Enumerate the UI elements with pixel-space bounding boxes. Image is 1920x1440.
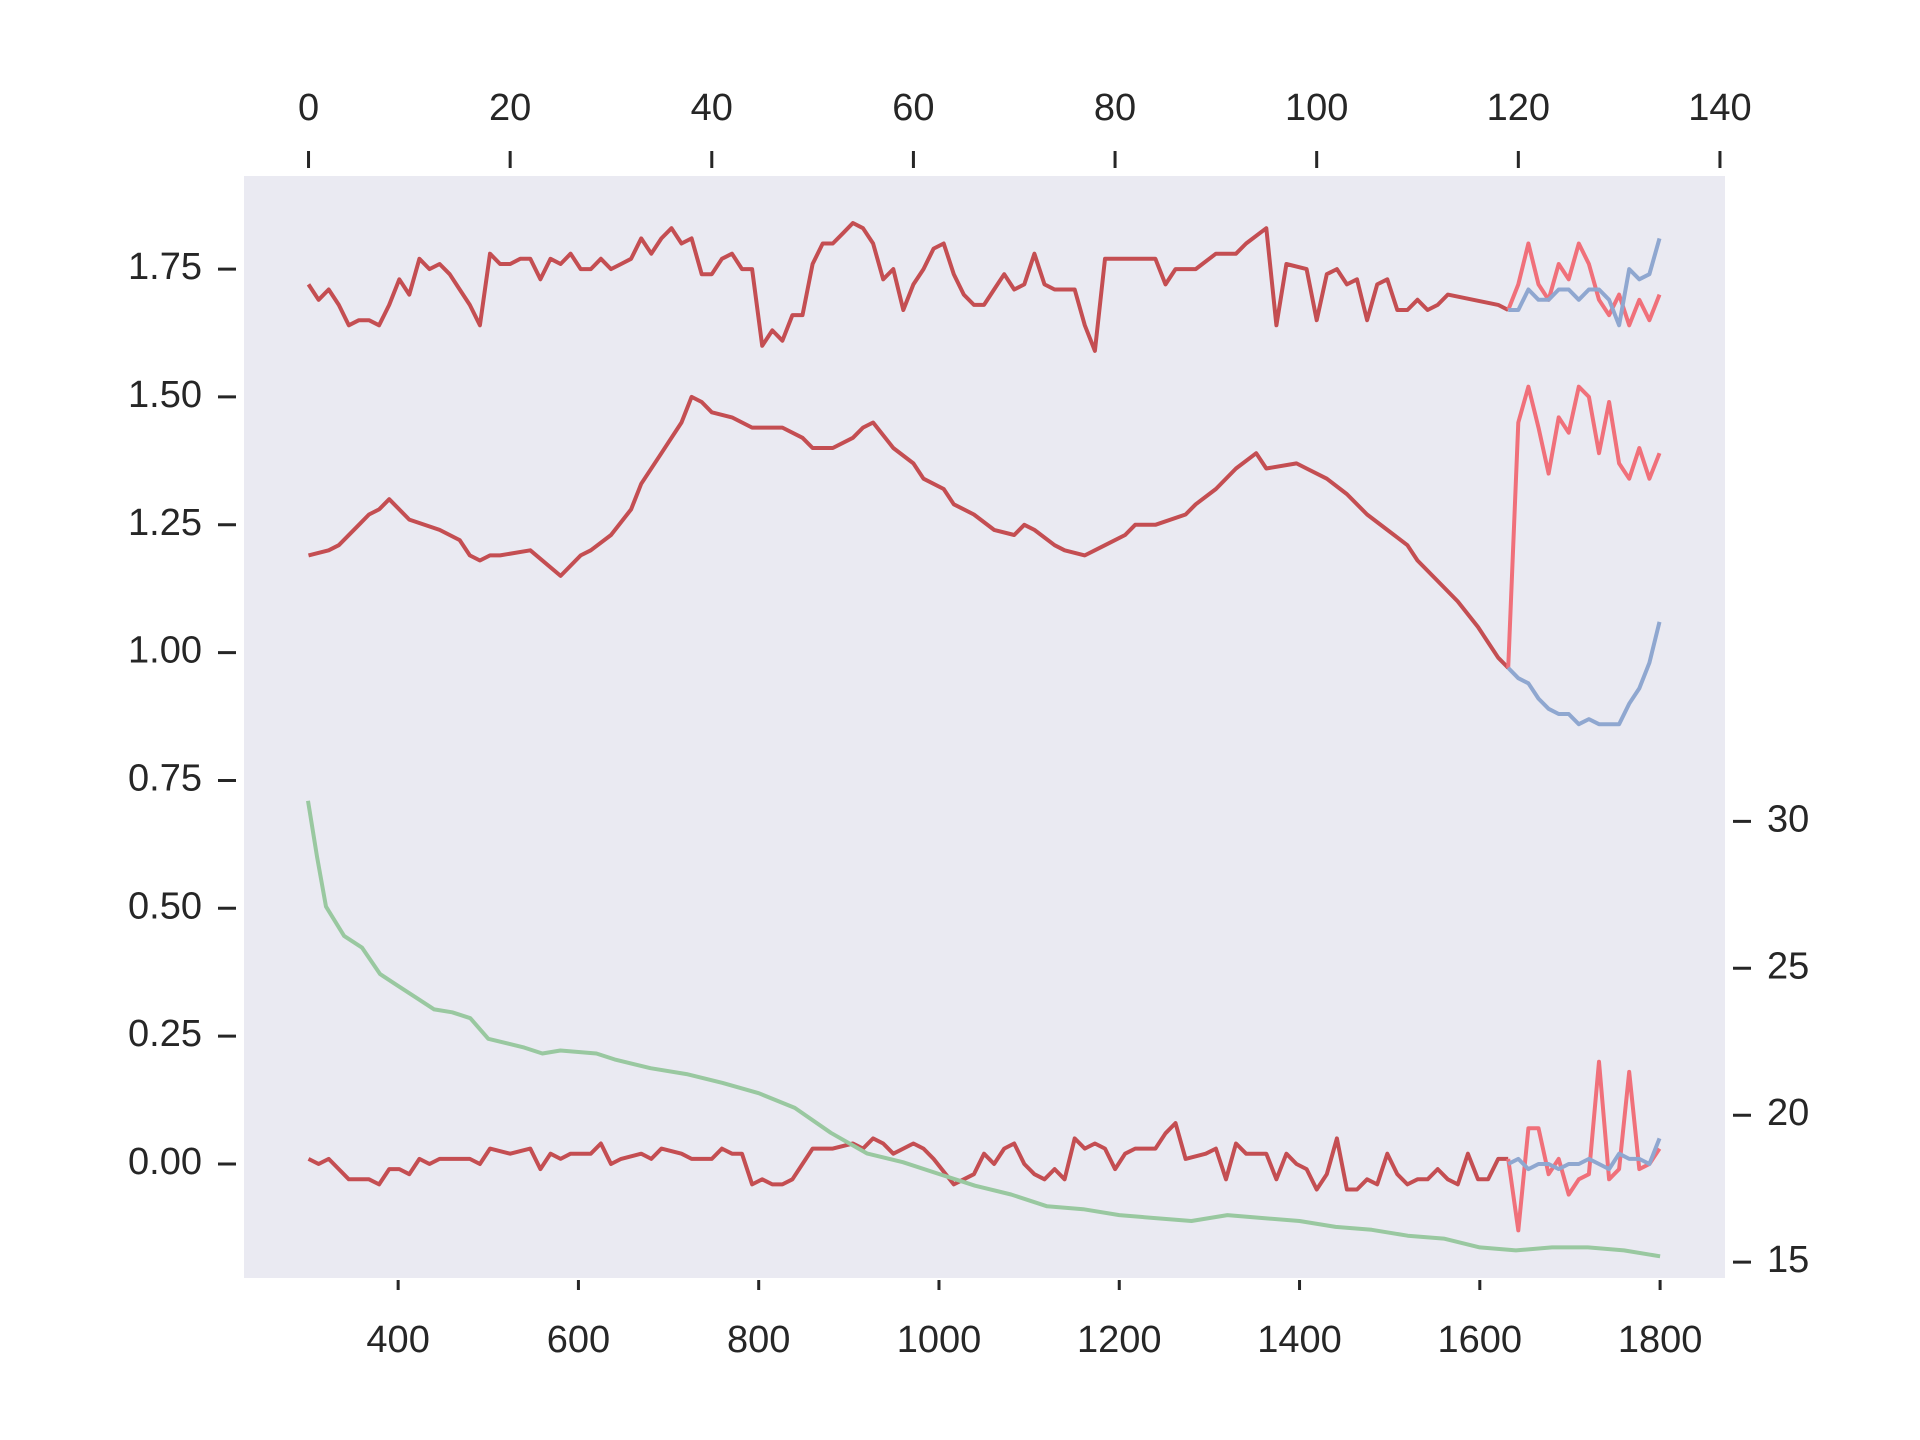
- x2-tick-label: 100: [1285, 87, 1348, 129]
- x2-tick-label: 80: [1094, 87, 1136, 129]
- y2-tick-label: 15: [1767, 1239, 1809, 1281]
- series-line: [308, 394, 1510, 670]
- x2-tick-label: 40: [691, 87, 733, 129]
- series-line: [306, 221, 1510, 353]
- series-line: [307, 1121, 1509, 1192]
- series-line: [1506, 1059, 1662, 1233]
- series-line: [1506, 241, 1662, 328]
- plot-area: [244, 176, 1725, 1278]
- x-tick-label: 1000: [897, 1319, 982, 1361]
- y-tick-label: 1.25: [128, 502, 202, 544]
- series-line: [306, 800, 1661, 1259]
- y-tick-label: 0.25: [128, 1013, 202, 1055]
- x2-tick-label: 60: [892, 87, 934, 129]
- y2-tick-label: 30: [1767, 798, 1809, 840]
- x-tick-label: 600: [547, 1319, 610, 1361]
- y-tick-label: 0.75: [128, 757, 202, 799]
- x-tick-label: 1600: [1438, 1319, 1523, 1361]
- series-line: [1508, 237, 1662, 328]
- x-tick-label: 1800: [1618, 1319, 1703, 1361]
- x-tick-label: 1200: [1077, 1319, 1162, 1361]
- y-tick-label: 1.75: [128, 246, 202, 288]
- series-line: [1507, 1137, 1662, 1172]
- x-tick-label: 400: [366, 1319, 429, 1361]
- x2-tick-label: 120: [1487, 87, 1550, 129]
- y-tick-label: 1.50: [128, 374, 202, 416]
- x2-tick-label: 140: [1688, 87, 1751, 129]
- series-line: [1506, 621, 1662, 727]
- x2-tick-label: 0: [298, 87, 319, 129]
- x2-tick-label: 20: [489, 87, 531, 129]
- y2-tick-label: 25: [1767, 945, 1809, 987]
- y2-tick-label: 20: [1767, 1092, 1809, 1134]
- y-tick-label: 1.00: [128, 630, 202, 672]
- x-tick-label: 1400: [1257, 1319, 1342, 1361]
- series-line: [1506, 384, 1662, 668]
- x-tick-label: 800: [727, 1319, 790, 1361]
- y-tick-label: 0.50: [128, 885, 202, 927]
- y-tick-label: 0.00: [128, 1141, 202, 1183]
